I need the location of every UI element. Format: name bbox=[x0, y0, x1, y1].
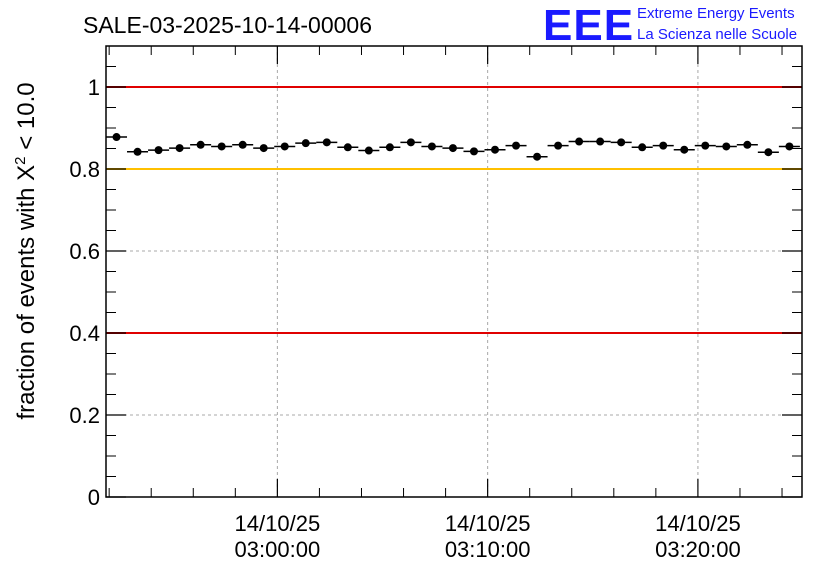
reference-lines bbox=[106, 86, 802, 334]
data-point bbox=[280, 142, 289, 151]
x-tick-label-date: 14/10/25 bbox=[445, 511, 531, 536]
data-point bbox=[617, 138, 626, 147]
data-point bbox=[196, 140, 205, 149]
data-point bbox=[512, 141, 521, 150]
data-point bbox=[469, 147, 478, 156]
eee-logo-mark: EEE bbox=[543, 1, 634, 50]
data-point bbox=[343, 143, 352, 152]
data-point bbox=[133, 147, 142, 156]
x-tick-label-time: 03:20:00 bbox=[655, 537, 741, 562]
data-point bbox=[154, 146, 163, 155]
data-point bbox=[322, 138, 331, 147]
grid-lines bbox=[106, 46, 802, 498]
data-point bbox=[364, 146, 373, 155]
eee-logo: EEE Extreme Energy Events La Scienza nel… bbox=[543, 1, 797, 50]
y-tick-label: 0.4 bbox=[69, 321, 100, 346]
x-tick-label-date: 14/10/25 bbox=[655, 511, 741, 536]
data-points bbox=[106, 133, 800, 161]
data-point bbox=[406, 138, 415, 147]
y-tick-label: 0 bbox=[88, 485, 100, 510]
data-point bbox=[533, 152, 542, 161]
data-point bbox=[175, 144, 184, 153]
data-point bbox=[259, 144, 268, 153]
data-point bbox=[701, 141, 710, 150]
data-point bbox=[448, 144, 457, 153]
y-axis-label: fraction of events with X2 < 10.0 bbox=[12, 82, 40, 419]
data-point bbox=[785, 142, 794, 151]
data-point bbox=[427, 142, 436, 151]
y-tick-label: 0.2 bbox=[69, 403, 100, 428]
data-point bbox=[217, 142, 226, 151]
x-tick-label-date: 14/10/25 bbox=[235, 511, 321, 536]
data-point bbox=[659, 141, 668, 150]
data-point bbox=[554, 141, 563, 150]
y-tick-label: 1 bbox=[88, 75, 100, 100]
y-tick-label: 0.6 bbox=[69, 239, 100, 264]
data-point bbox=[491, 145, 500, 154]
y-tick-label: 0.8 bbox=[69, 157, 100, 182]
x-tick-label-time: 03:00:00 bbox=[235, 537, 321, 562]
data-point bbox=[301, 139, 310, 148]
x-tick-label-time: 03:10:00 bbox=[445, 537, 531, 562]
data-point bbox=[638, 143, 647, 152]
data-point bbox=[764, 148, 773, 157]
data-point bbox=[112, 133, 121, 142]
chart-title: SALE-03-2025-10-14-00006 bbox=[83, 12, 372, 38]
axis-ticks: 00.20.40.60.8114/10/2503:00:0014/10/2503… bbox=[69, 45, 802, 562]
data-point bbox=[743, 140, 752, 149]
data-point bbox=[596, 137, 605, 146]
eee-logo-line2: La Scienza nelle Scuole bbox=[637, 26, 797, 43]
data-point bbox=[575, 137, 584, 146]
data-point bbox=[680, 145, 689, 154]
data-point bbox=[385, 143, 394, 152]
eee-logo-line1: Extreme Energy Events bbox=[637, 5, 795, 22]
data-point bbox=[722, 142, 731, 151]
data-point bbox=[238, 140, 247, 149]
